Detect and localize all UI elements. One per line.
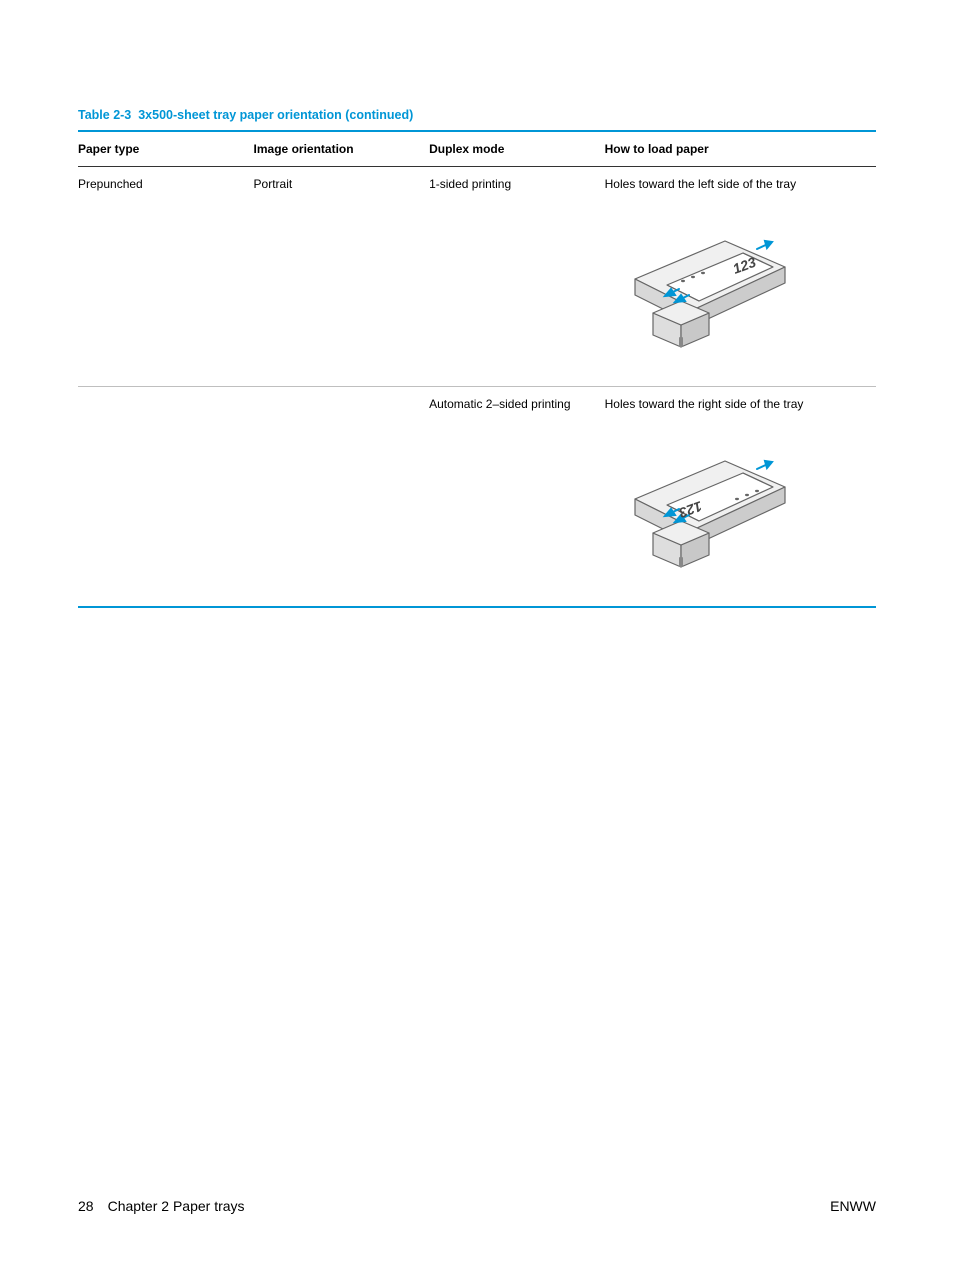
footer-right: ENWW xyxy=(830,1198,876,1214)
cell-howto: Holes toward the left side of the tray xyxy=(605,167,876,387)
table-row: Prepunched Portrait 1-sided printing Hol… xyxy=(78,167,876,387)
cell-paper-type xyxy=(78,387,254,608)
footer-left: 28 Chapter 2 Paper trays xyxy=(78,1198,245,1214)
header-duplex: Duplex mode xyxy=(429,131,605,167)
howto-text: Holes toward the right side of the tray xyxy=(605,397,872,411)
paper-orientation-table: Paper type Image orientation Duplex mode… xyxy=(78,130,876,608)
cell-duplex: 1-sided printing xyxy=(429,167,605,387)
howto-text: Holes toward the left side of the tray xyxy=(605,177,872,191)
page-footer: 28 Chapter 2 Paper trays ENWW xyxy=(78,1198,876,1214)
cell-orientation xyxy=(254,387,430,608)
tray-left-holes-icon: 123 xyxy=(605,219,795,349)
page-number: 28 xyxy=(78,1198,94,1214)
table-caption: Table 2-3 3x500-sheet tray paper orienta… xyxy=(78,108,876,122)
tray-right-holes-icon: 123 xyxy=(605,439,795,569)
page-content: Table 2-3 3x500-sheet tray paper orienta… xyxy=(0,0,954,608)
cell-howto: Holes toward the right side of the tray xyxy=(605,387,876,608)
cell-orientation: Portrait xyxy=(254,167,430,387)
caption-title: 3x500-sheet tray paper orientation (cont… xyxy=(138,108,413,122)
table-row: Automatic 2–sided printing Holes toward … xyxy=(78,387,876,608)
header-howto: How to load paper xyxy=(605,131,876,167)
caption-prefix: Table 2-3 xyxy=(78,108,131,122)
cell-paper-type: Prepunched xyxy=(78,167,254,387)
chapter-label: Chapter 2 Paper trays xyxy=(108,1198,245,1214)
table-header-row: Paper type Image orientation Duplex mode… xyxy=(78,131,876,167)
header-paper-type: Paper type xyxy=(78,131,254,167)
cell-duplex: Automatic 2–sided printing xyxy=(429,387,605,608)
header-orientation: Image orientation xyxy=(254,131,430,167)
